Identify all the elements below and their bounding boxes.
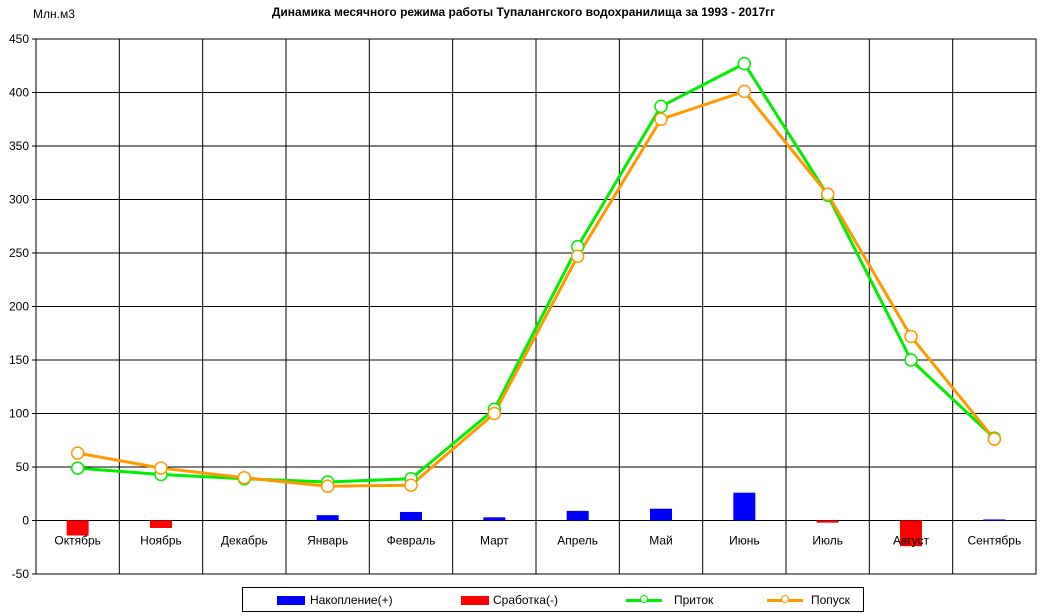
x-tick-label: Апрель — [557, 534, 598, 548]
bar-drawdown — [816, 520, 839, 523]
bar-accumulation — [316, 515, 339, 521]
data-point-inflow — [904, 353, 918, 367]
x-tick-label: Март — [480, 534, 509, 548]
y-tick-label: 450 — [9, 32, 29, 46]
data-point-release — [737, 84, 752, 99]
legend-label-accumulation: Накопление(+) — [310, 593, 393, 607]
bar-drawdown — [66, 520, 89, 536]
data-point-inflow — [654, 99, 668, 114]
x-tick-label: Ноябрь — [140, 534, 182, 548]
data-point-release — [654, 112, 668, 126]
y-tick-label: -50 — [12, 567, 30, 581]
legend-label-inflow: Приток — [674, 593, 714, 607]
bar-drawdown — [900, 520, 922, 547]
legend-marker-inflow — [640, 595, 648, 603]
bar-accumulation — [983, 519, 1006, 521]
y-axis-unit-label: Млн.м3 — [33, 7, 75, 21]
y-tick-label: 50 — [16, 460, 30, 474]
x-tick-label: Январь — [307, 534, 348, 548]
bar-accumulation — [733, 492, 756, 521]
chart-title: Динамика месячного режима работы Тупалан… — [271, 5, 776, 19]
y-tick-label: 250 — [9, 246, 29, 260]
bar-accumulation — [566, 510, 589, 521]
bar-drawdown — [150, 520, 172, 528]
data-point-release — [820, 187, 835, 201]
legend-marker-release — [781, 595, 789, 603]
data-point-inflow — [737, 56, 752, 71]
y-tick-label: 300 — [9, 193, 29, 207]
bar-accumulation — [483, 517, 506, 521]
series-line-release — [77, 89, 996, 488]
y-tick-label: 0 — [22, 514, 29, 528]
series-line-inflow — [77, 62, 996, 484]
bar-accumulation — [650, 508, 672, 521]
legend-swatch-accumulation — [277, 596, 305, 605]
x-tick-label: Август — [893, 534, 930, 548]
x-tick-label: Май — [649, 534, 673, 548]
x-tick-label: Октябрь — [54, 534, 101, 548]
x-tick-label: Июнь — [729, 534, 760, 548]
legend-label-drawdown: Сработка(-) — [493, 593, 558, 607]
data-point-release — [570, 249, 585, 263]
legend-swatch-drawdown — [461, 596, 489, 605]
data-point-release — [404, 478, 418, 492]
data-point-inflow — [70, 461, 85, 475]
data-point-release — [904, 329, 918, 344]
bar-accumulation — [400, 511, 422, 521]
data-point-release — [237, 470, 252, 485]
x-tick-label: Июль — [812, 534, 843, 548]
x-tick-label: Февраль — [387, 534, 436, 548]
data-point-release — [320, 479, 335, 494]
y-tick-label: 150 — [9, 353, 29, 367]
x-tick-label: Декабрь — [221, 534, 268, 548]
y-tick-label: 350 — [9, 139, 29, 153]
data-point-release — [70, 446, 85, 460]
x-tick-label: Сентябрь — [967, 534, 1021, 548]
legend-label-release: Попуск — [811, 593, 850, 607]
data-point-release — [487, 406, 502, 421]
y-tick-label: 100 — [9, 407, 29, 421]
plot-border — [35, 38, 1037, 575]
y-tick-label: 200 — [9, 300, 29, 314]
y-tick-label: 400 — [9, 86, 29, 100]
data-point-release — [987, 432, 1002, 446]
legend: Накопление(+) Сработка(-) Приток Попуск — [242, 587, 864, 612]
data-point-release — [154, 461, 168, 475]
